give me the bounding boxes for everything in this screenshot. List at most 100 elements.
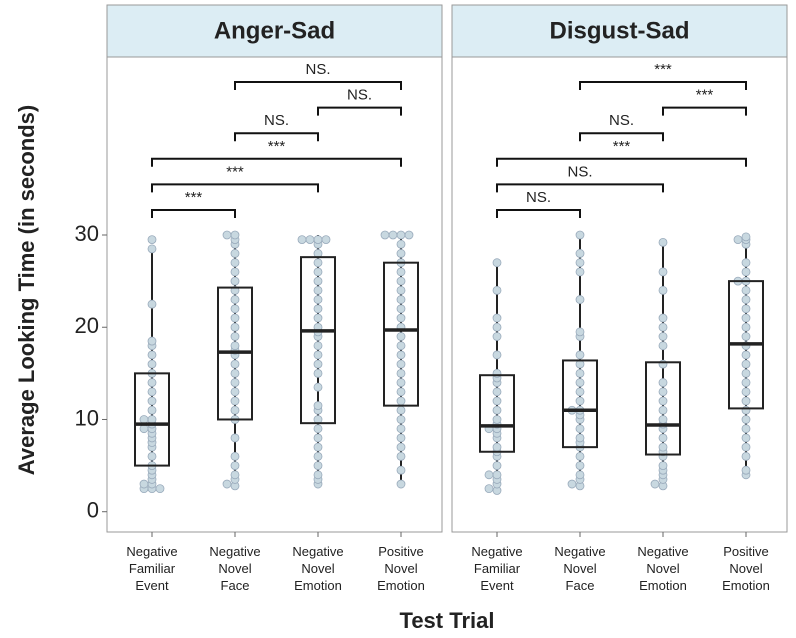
dot [658,322,668,332]
x-tick-label: Positive Novel Emotion [722,544,770,593]
dot [380,230,390,240]
box [300,256,336,425]
dot [575,424,585,434]
dot [658,396,668,406]
dot [741,396,751,406]
y-tick-label: 30 [75,221,99,246]
dot [230,396,240,406]
bracket-label: *** [654,61,672,78]
x-tick-label-line: Negative [126,544,177,559]
x-tick-label-line: Negative [209,544,260,559]
dot [396,424,406,434]
x-tick-label-line: Event [135,578,169,593]
bracket [317,106,402,116]
dot [313,304,323,314]
bracket [496,183,664,193]
dot [396,285,406,295]
bracket-label: NS. [264,112,289,129]
x-tick-label-line: Face [221,578,250,593]
dot [741,285,751,295]
dot [313,313,323,323]
dot [658,461,668,470]
bracket-label: *** [268,138,286,155]
dot [575,295,585,304]
x-tick-label-line: Positive [378,544,424,559]
y-tick-label: 20 [75,313,99,338]
dot [484,484,494,494]
dot [741,267,751,277]
dot [396,378,406,387]
dot [147,396,157,406]
y-axis-title: Average Looking Time (in seconds) [14,105,39,475]
dot [230,332,240,341]
dot [230,322,240,332]
x-tick-label-line: Negative [292,544,343,559]
dot [313,235,323,245]
dot [733,235,743,245]
x-tick-label-line: Negative [637,544,688,559]
dot [658,285,668,295]
dot [492,405,502,415]
x-tick-label-line: Emotion [722,578,770,593]
dot [741,378,751,387]
x-tick-label: Positive Novel Emotion [377,544,425,593]
y-tick-label: 10 [75,405,99,430]
dot [396,267,406,277]
dot [658,237,668,247]
bracket [151,157,402,167]
dot [230,230,240,240]
dot [396,295,406,304]
dot [147,378,157,387]
dot [155,484,165,494]
bracket [579,132,664,142]
dot [147,235,157,245]
x-tick-label-line: Emotion [294,578,342,593]
box [383,261,419,407]
bracket [151,183,319,193]
dot [492,470,502,480]
dot [575,451,585,461]
x-tick-label-line: Event [480,578,514,593]
bracket [496,157,747,167]
dot [305,235,315,245]
dot [147,451,157,461]
dot [313,461,323,470]
bracket-label: *** [613,138,631,155]
dot [575,461,585,470]
bracket-label: NS. [305,61,330,78]
dot [741,415,751,424]
dot [492,442,502,452]
dot [297,235,307,245]
bracket [662,106,747,116]
dot [396,341,406,351]
dot [147,244,157,254]
box [562,359,598,449]
dot [575,378,585,387]
dot [575,267,585,277]
dot [230,368,240,378]
dot [741,465,751,475]
dot [147,299,157,309]
dot [222,479,232,489]
dot [396,433,406,443]
dot [658,415,668,424]
dot [313,433,323,443]
panel-title: Anger-Sad [214,17,335,44]
dot [741,442,751,452]
x-tick-label-line: Emotion [639,578,687,593]
x-tick-label-line: Novel [384,561,417,576]
dot [147,336,157,346]
dot [230,276,240,286]
dot [147,387,157,397]
bracket-label: NS. [609,112,634,129]
x-tick-label-line: Novel [646,561,679,576]
dot [222,230,232,240]
dot [658,387,668,397]
dot [230,470,240,480]
dot [575,396,585,406]
dot [492,285,502,295]
dot [230,249,240,258]
dot [741,433,751,443]
dot [313,451,323,461]
x-tick-label-line: Positive [723,544,769,559]
